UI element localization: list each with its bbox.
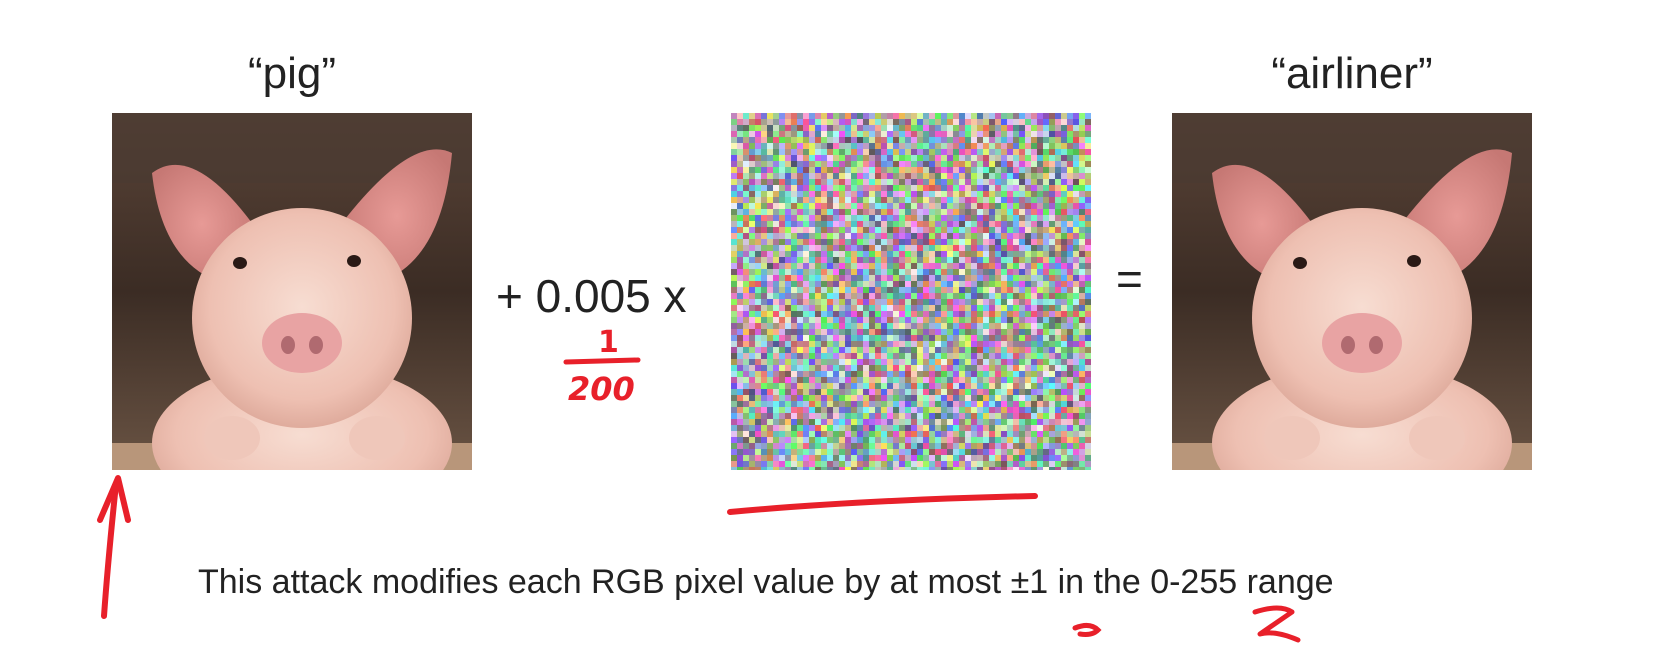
plusminus-squiggle — [1072, 622, 1102, 637]
pig-photo-icon — [1172, 113, 1532, 470]
noise-image — [731, 113, 1091, 470]
caption-text: This attack modifies each RGB pixel valu… — [198, 563, 1334, 601]
arrow-up-stroke — [101, 481, 119, 619]
range-squiggle — [1252, 605, 1301, 643]
pig-photo-icon — [112, 113, 472, 470]
fraction-numerator: 1 — [598, 325, 619, 360]
equals-operator: = — [1116, 253, 1143, 305]
plus-scale-operator: + 0.005 x — [496, 270, 687, 322]
pig-label: “pig” — [247, 49, 337, 98]
arrow-head-stroke — [97, 475, 131, 523]
pig-image-adversarial — [1172, 113, 1532, 470]
airliner-label: “airliner” — [1271, 49, 1433, 98]
noise-underline-stroke — [727, 493, 1038, 515]
pig-image-original — [112, 113, 472, 470]
fraction-annotation: 1 200 — [558, 322, 678, 412]
noise-pattern-icon — [731, 113, 1091, 470]
fraction-denominator: 200 — [568, 370, 635, 408]
